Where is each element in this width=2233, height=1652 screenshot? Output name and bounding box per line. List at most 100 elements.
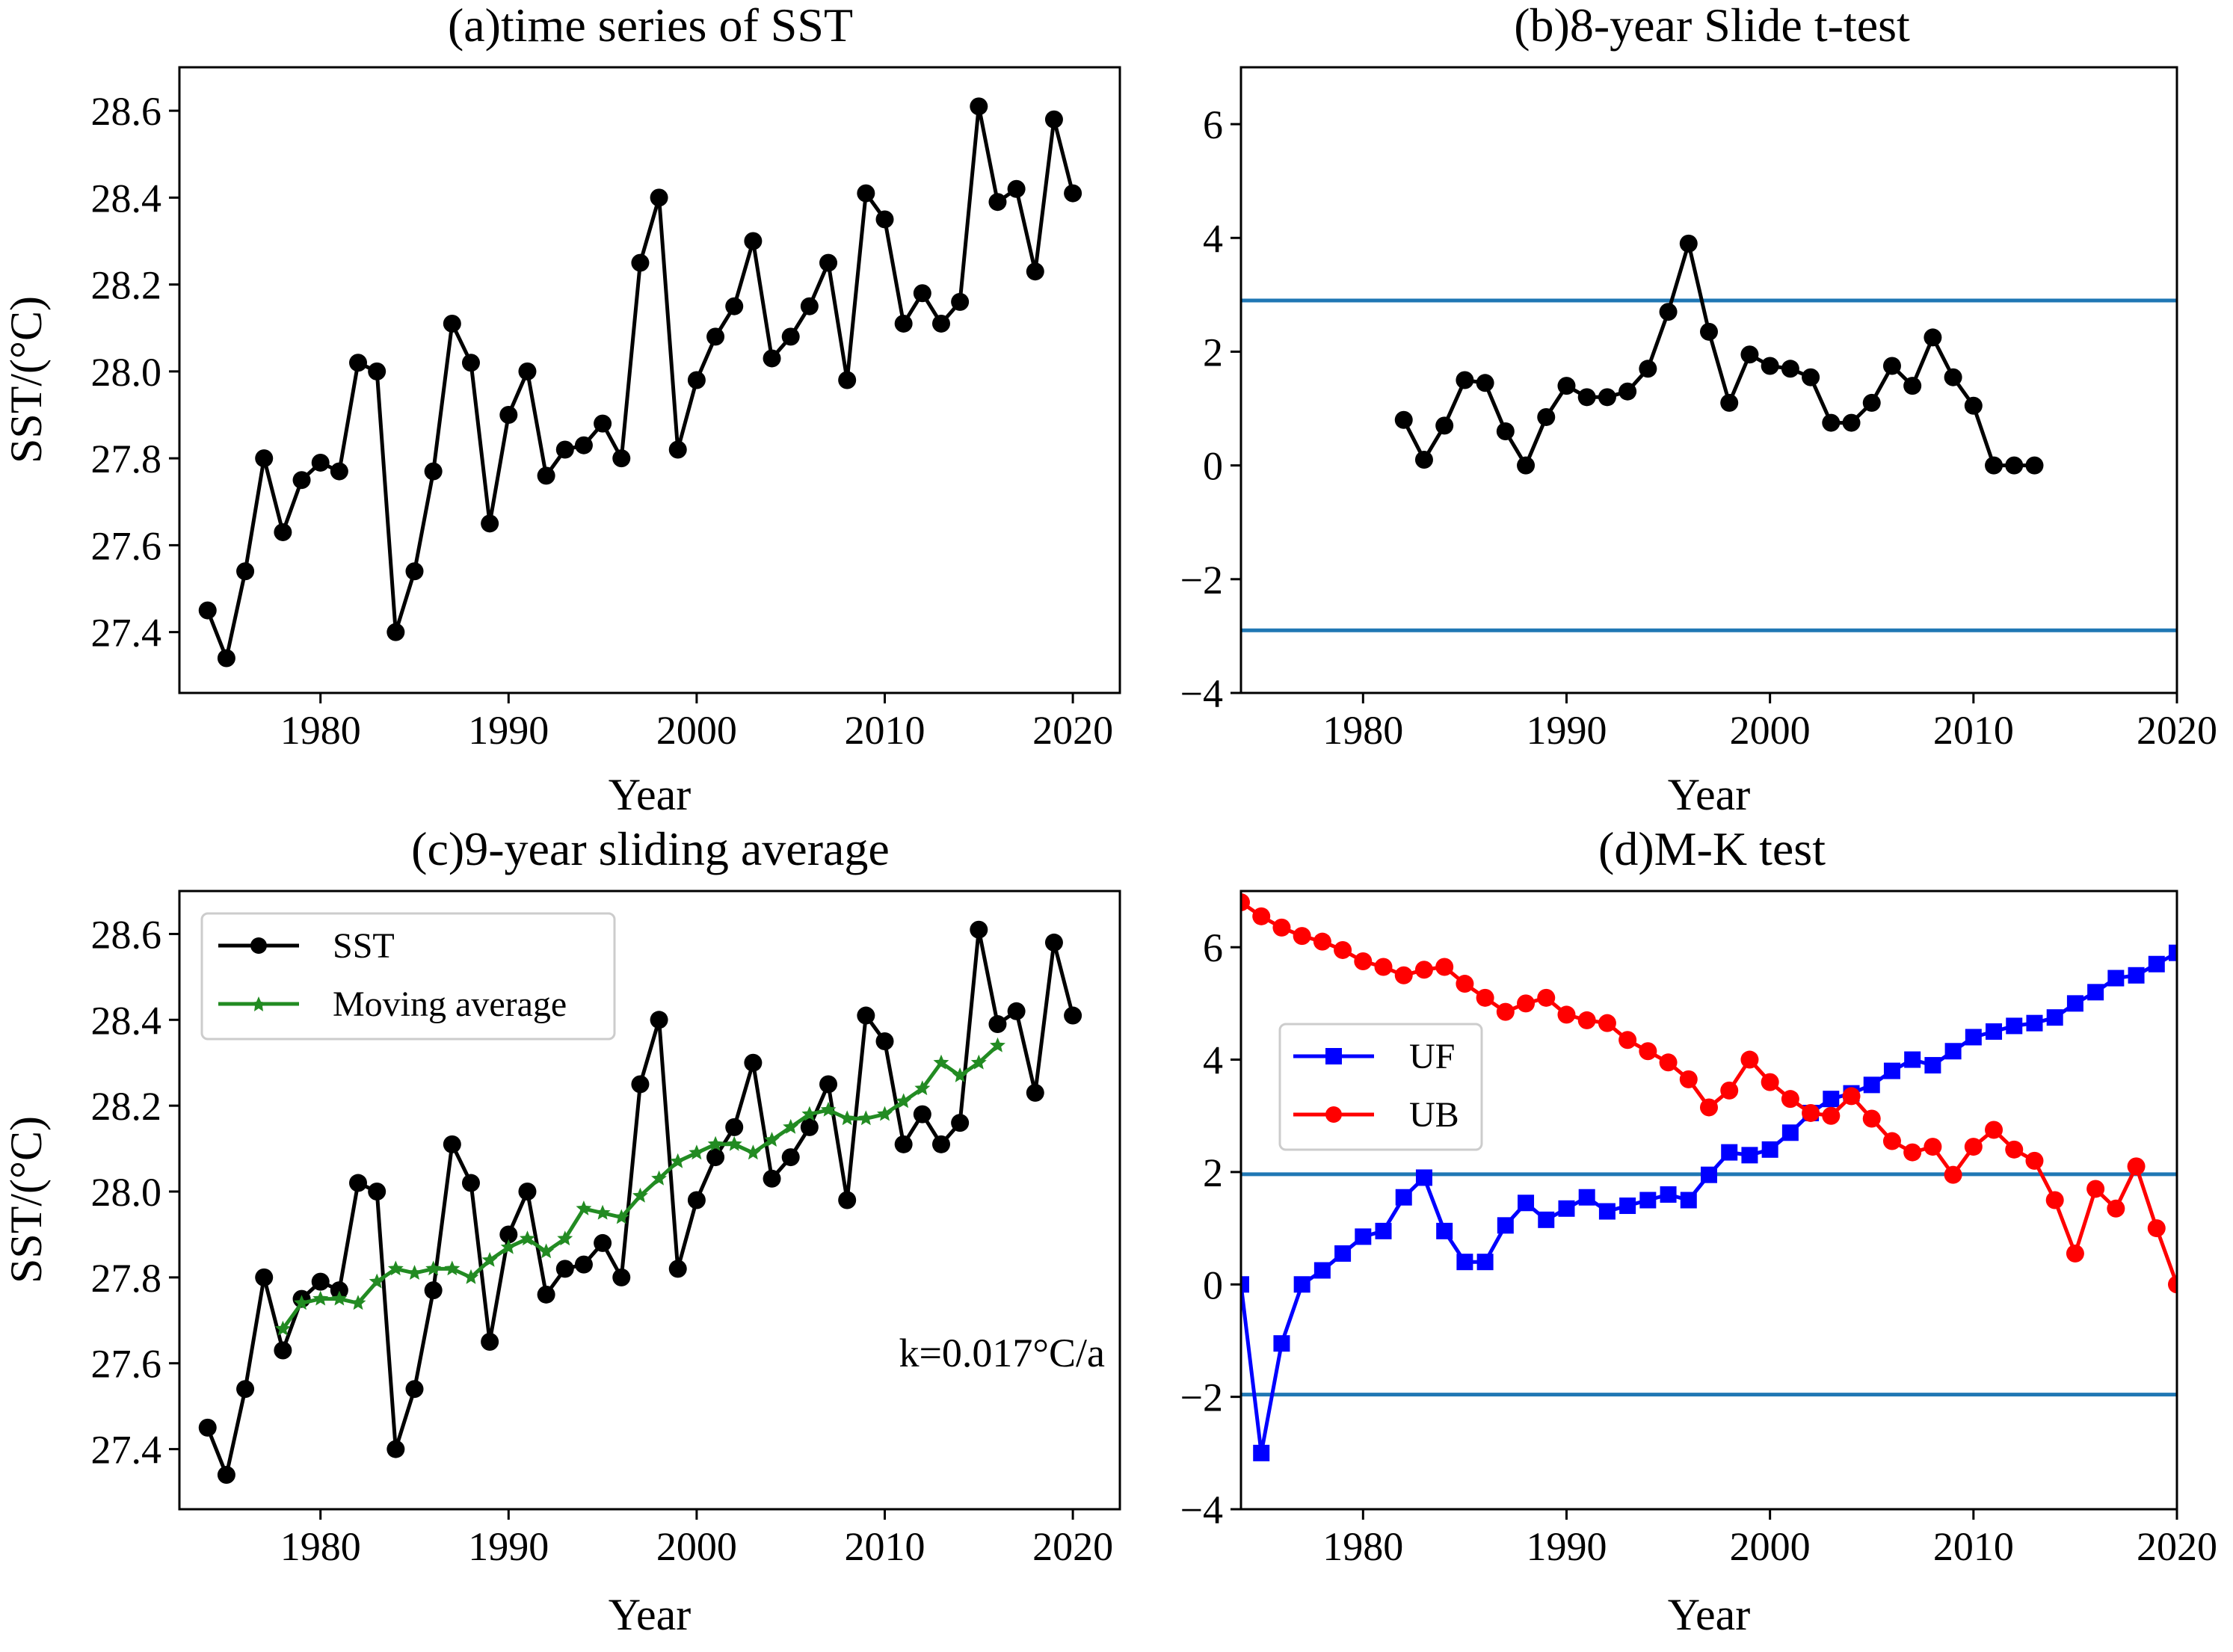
panel-c-sst-point [744,1053,763,1072]
panel-d-title: (d)M-K test [1598,822,1826,875]
panel-a-sst-point [744,232,763,250]
panel-c-y-tick-label: 27.4 [91,1428,162,1473]
panel-a-sst-point [405,562,424,581]
panel-a-sst-point [274,523,292,541]
panel-b-title: (b)8-year Slide t-test [1514,0,1910,52]
panel-c-moving-average-point [613,1209,629,1224]
panel-d-ub-point [2045,1191,2064,1209]
panel-c-moving-average-point [896,1093,912,1109]
panel-d-uf-point [1823,1091,1840,1108]
panel-c-sst-point [443,1135,461,1153]
panel-d-ub-point [1639,1042,1657,1061]
panel-c-y-ticks: 27.4 27.6 27.8 28.0 28.2 28.4 28.6 [91,912,179,1473]
panel-a-series [198,97,1082,668]
panel-c-moving-average-point [745,1144,761,1160]
panel-d-y-tick-label: 4 [1203,1038,1223,1083]
panel-c-sst-point [1026,1083,1044,1102]
panel-d-ub-point [1618,1031,1637,1050]
panel-a-y-tick-label: 27.4 [91,611,162,656]
panel-c-moving-average-point [557,1230,573,1246]
panel-b-t-point [1903,377,1922,395]
panel-b-t-point [2025,456,2044,475]
panel-b-t-point [1964,396,1983,415]
panel-b-t-point [1882,357,1901,375]
panel-c-moving-average-point [783,1118,799,1134]
panel-d-ub-point [1334,940,1352,959]
panel-d-x-tick-label: 1980 [1322,1524,1403,1569]
panel-b-t-point [1476,374,1494,392]
legend-uf-marker [1325,1048,1342,1064]
panel-c-y-tick-label: 28.2 [91,1084,162,1129]
panel-c-y-tick-label: 27.8 [91,1256,162,1301]
panel-b-t-point [1537,407,1556,426]
panel-b-x-tick-label: 1980 [1322,708,1403,753]
panel-c-x-label: Year [609,1590,692,1639]
panel-d-uf-point [1518,1195,1535,1212]
panel-d-ub-point [1577,1011,1596,1029]
panel-d-ub-point [1924,1138,1942,1156]
panel-a-sst-point [687,371,706,389]
panel-d-x-label: Year [1668,1590,1751,1639]
panel-c-sst-point [574,1255,593,1274]
panel-c-sst-point [330,1281,348,1300]
panel-d-uf-point [2148,955,2165,973]
panel-d-ub-point [2107,1199,2125,1218]
panel-d-uf-point [2107,970,2125,987]
panel-c-sst-point [236,1380,255,1399]
panel-a-sst-point [725,297,744,315]
panel-c-sst-point [461,1174,480,1192]
panel-d-uf-point [1660,1186,1677,1203]
panel-d-ub-point [1394,966,1413,984]
panel-c-moving-average-point [877,1106,893,1121]
panel-c-moving-average-point [651,1170,667,1186]
panel-c-sst-point [800,1118,819,1136]
panel-a-sst-point [461,354,480,372]
panel-a-y-tick-label: 27.8 [91,437,162,481]
panel-b-t-point [1414,451,1433,469]
panel-d-uf-point [2066,995,2083,1012]
panel-d-ub-point [2147,1219,2166,1238]
panel-d-uf-point [1395,1189,1412,1206]
panel-d-ub-point [1313,932,1331,951]
panel-a-sst-point [217,649,235,668]
panel-c-moving-average-point [294,1295,309,1310]
panel-d-uf-point [1241,1276,1249,1293]
panel-d-axes-frame [1239,890,2178,1511]
panel-c-sst-point [255,1268,274,1286]
panel-b-x-tick-label: 2020 [2137,708,2217,753]
panel-c-sst-point [668,1260,687,1278]
legend-moving-average-marker [251,996,266,1011]
panel-a-sst-point [255,449,274,468]
panel-a-sst-point [555,440,574,459]
panel-a-sst-point [386,623,405,641]
panel-d-uf-point [1253,1444,1270,1461]
panel-a-y-tick-label: 27.6 [91,523,162,568]
panel-c-moving-average-point [839,1110,855,1126]
panel-d-uf-point [1415,1169,1432,1186]
panel-c-moving-average-point [387,1260,404,1276]
panel-c-moving-average-point [594,1204,611,1220]
panel-b-t-point [1862,393,1881,412]
panel-c-sst-point [405,1380,424,1399]
panel-a-sst-point [819,253,838,272]
panel-d-ub-point [1517,994,1536,1013]
panel-c-sst-point [875,1032,894,1051]
panel-d-uf-point [1721,1144,1738,1161]
panel-c-series [198,920,1082,1485]
panel-b-x-tick-label: 1990 [1526,708,1607,753]
legend-sst-marker [250,937,267,954]
panel-c-sst-point [650,1011,668,1029]
panel-c-moving-average-point [670,1153,686,1168]
panel-c-sst-point [481,1333,499,1352]
panel-d-uf-point [2169,944,2177,961]
panel-a-sst-point [349,354,368,372]
panel-c-sst-point [894,1135,913,1153]
legend-ub-marker [1325,1106,1342,1123]
panel-c-moving-average-point [463,1269,479,1284]
panel-c-legend: SST Moving average [200,912,616,1041]
panel-a-sst-point [594,414,612,433]
panel-d-uf-point [1598,1203,1616,1220]
panel-b-t-point [1700,322,1718,341]
panel-d-uf-point [1558,1200,1575,1217]
panel-d-ub-point [1761,1073,1779,1091]
